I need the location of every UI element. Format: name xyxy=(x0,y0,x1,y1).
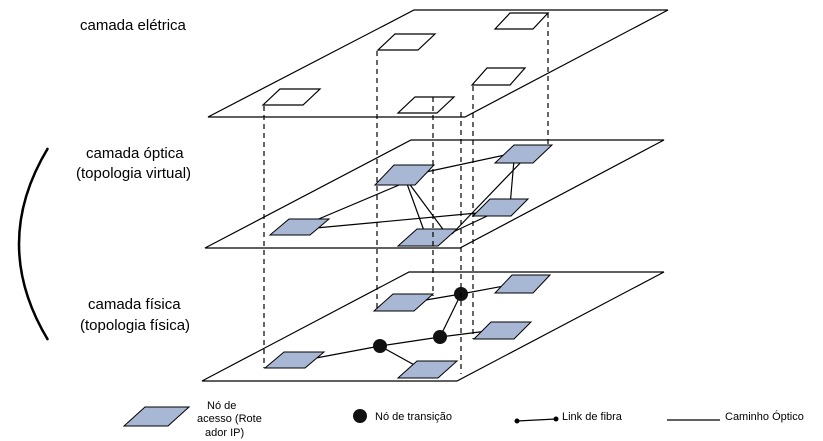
legend-optical-path-label: Caminho Óptico xyxy=(725,410,804,423)
legend: Nó de acesso (Rote ador IP) Nó de transi… xyxy=(122,400,804,439)
physical-layer-label: camada física xyxy=(88,296,181,313)
fiber-link xyxy=(379,345,419,368)
electric-node xyxy=(396,96,456,114)
access-node xyxy=(396,228,459,247)
optical-path xyxy=(407,181,446,233)
access-node xyxy=(396,360,459,379)
legend-transition-node-swatch xyxy=(353,409,367,423)
legend-transition-node-label: Nó de transição xyxy=(375,411,452,423)
optical-path xyxy=(509,159,515,207)
optical-path xyxy=(411,152,515,176)
electric-node xyxy=(376,33,437,51)
optical-layer-label: camada óptica xyxy=(86,145,184,162)
layer-bracket xyxy=(17,147,50,341)
access-node xyxy=(268,218,331,236)
optical-path xyxy=(304,211,489,230)
access-node xyxy=(263,351,326,369)
transition-node xyxy=(373,339,387,353)
access-node xyxy=(471,198,530,217)
access-node xyxy=(493,274,552,294)
transition-node xyxy=(433,330,447,344)
legend-access-node-label: ador IP) xyxy=(205,427,244,439)
electric-layer-plane xyxy=(207,9,669,118)
legend-fiber-link-swatch xyxy=(516,418,557,422)
access-node xyxy=(372,293,435,312)
optical-layer-plane xyxy=(204,139,665,249)
electric-node xyxy=(261,88,322,106)
fiber-link xyxy=(379,336,441,347)
electric-node xyxy=(470,67,527,86)
physical-layer-sublabel: (topologia física) xyxy=(80,317,190,334)
legend-fiber-link-label: Link de fibra xyxy=(562,411,623,423)
physical-layer-plane xyxy=(201,271,665,382)
access-node xyxy=(493,144,554,164)
vertical-connectors xyxy=(263,13,549,374)
fiber-link xyxy=(439,293,462,338)
electric-layer-label: camada elétrica xyxy=(80,17,187,34)
access-node xyxy=(373,164,436,186)
legend-access-node-label: acesso (Rote xyxy=(197,413,262,425)
access-node xyxy=(472,321,533,340)
optical-path xyxy=(301,179,412,227)
legend-fiber-link-endpoint xyxy=(553,416,559,422)
optical-layer-sublabel: (topologia virtual) xyxy=(76,165,191,182)
legend-access-node-label: Nó de xyxy=(207,400,236,412)
optical-path xyxy=(451,157,526,235)
legend-fiber-link-endpoint xyxy=(514,418,520,424)
legend-access-node-swatch xyxy=(122,406,191,427)
